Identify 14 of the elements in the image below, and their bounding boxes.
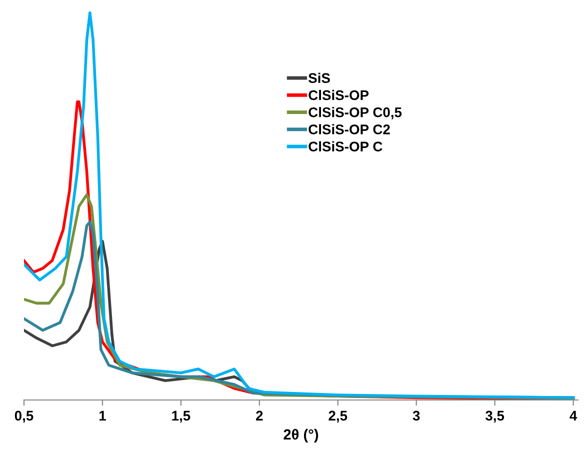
x-tick-label: 2,5 [328,410,348,423]
x-tick-label: 1 [99,410,106,420]
legend-label: ClSiS-OP C0,5 [308,107,402,120]
x-tick-label: 3,5 [485,410,504,423]
legend-label: SiS [308,72,330,83]
legend-label: ClSiS-OP C2 [308,124,390,134]
legend-label: ClSiS-OP [308,90,369,100]
x-tick-label: 3 [412,410,420,421]
x-axis-title: 2θ (°) [284,428,318,443]
x-tick-label: 0,5 [14,410,34,423]
legend-label: ClSiS-OP C [308,141,382,152]
x-tick-label: 4 [570,410,578,420]
x-tick-label: 2 [256,410,263,420]
x-tick-label: 1,5 [172,410,190,423]
